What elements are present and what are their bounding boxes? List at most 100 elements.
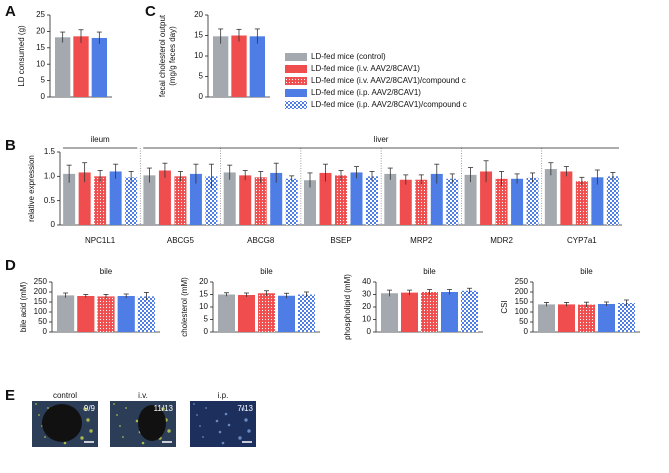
bar [401,292,418,332]
bar [618,303,635,332]
bar [598,304,615,332]
bar [238,295,255,332]
panel-letter: B [5,137,16,154]
panel-letter: C [145,3,156,20]
bar [258,293,275,332]
bar [538,304,555,332]
legend-swatch [285,89,307,97]
bar [578,304,595,332]
image-label: control [53,391,77,400]
crystal-blob [42,404,82,442]
bar [544,169,557,225]
bar [441,292,458,332]
bar [117,296,135,332]
bar [91,37,107,97]
y-tick-label: 1.0 [44,171,56,180]
bar [319,172,332,225]
speckle [89,429,93,433]
y-tick-label: 200 [34,287,48,296]
bar [495,178,508,225]
bar [558,304,575,332]
y-axis-label: bile acid (mM) [19,282,28,333]
bar [560,171,573,225]
bar [421,292,438,332]
y-axis-label: relative expression [27,155,36,222]
image-label: i.v. [138,391,148,400]
panel-letter: A [5,3,16,20]
bar [298,294,315,332]
speckle [38,414,40,416]
legend-label: LD-fed mice (control) [311,52,386,61]
y-tick-label: 10 [36,59,45,68]
y-tick-label: 200 [515,287,529,296]
bar [254,177,267,225]
image-count: 11/13 [154,404,174,413]
bar [606,176,619,225]
y-tick-label: 0 [41,92,46,101]
y-tick-label: 10 [194,51,203,60]
group-label: ileum [91,135,110,144]
y-tick-label: 50 [519,317,528,326]
bar [278,295,295,332]
legend-label: LD-fed mice (i.v. AAV2/8CAV1) [311,64,420,73]
y-tick-label: 100 [515,307,529,316]
bar [350,172,363,225]
bar [213,36,229,97]
speckle [193,403,195,405]
y-tick-label: 0.5 [44,196,56,205]
bar [94,176,107,225]
legend-swatch [285,101,307,109]
y-tick-label: 150 [515,297,529,306]
speckle [135,419,139,423]
speckle [244,418,248,422]
bar [575,181,588,225]
y-tick-label: 30 [362,290,371,299]
speckle [202,436,204,438]
y-axis-label: cholesterol (mM) [180,277,189,337]
speckle [113,403,115,405]
x-tick-label: NPC1L1 [85,236,116,245]
x-tick-label: CYP7a1 [567,236,597,245]
bar [55,37,71,97]
bar [526,177,539,225]
bar [270,172,283,225]
bar [430,173,443,225]
speckle [227,423,231,427]
bar [239,175,252,225]
bar [73,36,89,97]
speckle [199,425,201,427]
y-tick-label: 100 [34,307,48,316]
bar [109,171,122,225]
legend-swatch [285,77,307,85]
y-tick-label: 25 [36,10,45,19]
bar [381,293,398,332]
y-axis-label: phospholipid (mM) [343,274,352,340]
speckle [196,414,198,416]
crystal-blob [138,405,166,441]
y-tick-label: 0 [524,327,529,336]
bar [511,178,524,225]
y-tick-label: 5 [41,76,46,85]
y-tick-label: 0 [367,327,372,336]
y-tick-label: 15 [36,43,45,52]
speckle [215,419,219,423]
bar [480,171,493,225]
speckle [125,407,127,409]
bar [285,178,298,225]
bar [57,295,75,332]
y-tick-label: 15 [194,31,203,40]
y-tick-label: 1.5 [44,147,56,156]
y-tick-label: 250 [34,277,48,286]
bar [399,179,412,225]
speckle [80,436,84,440]
speckle [167,429,171,433]
bar [78,172,91,225]
y-tick-label: 20 [199,277,208,286]
y-tick-label: 40 [362,277,371,286]
speckle [86,418,90,422]
speckle [141,441,145,445]
x-tick-label: ABCG5 [167,236,195,245]
bar [446,178,459,225]
speckle [247,429,251,433]
